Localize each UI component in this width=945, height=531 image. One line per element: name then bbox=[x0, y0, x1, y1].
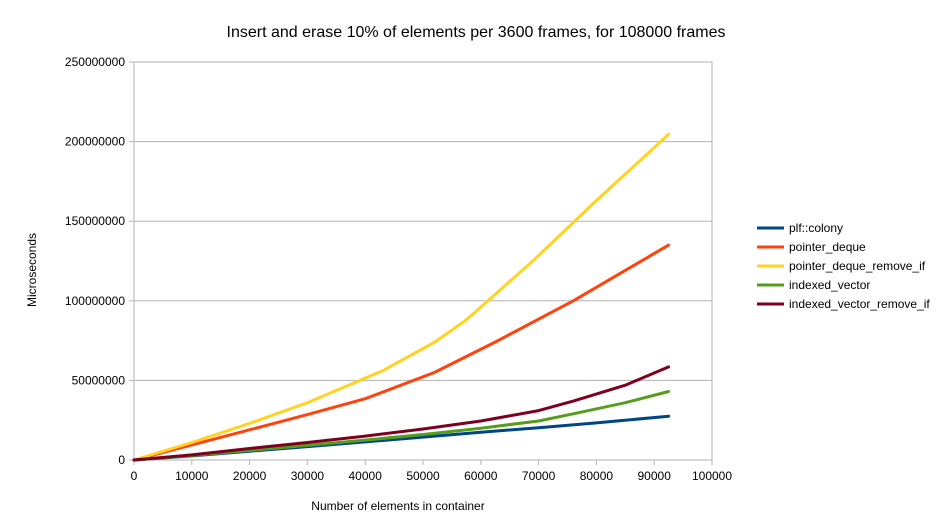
legend-label-pointer-deque: pointer_deque bbox=[789, 240, 866, 254]
chart-title: Insert and erase 10% of elements per 360… bbox=[227, 24, 726, 41]
x-tick-label: 20000 bbox=[233, 469, 267, 483]
plot-area-border bbox=[133, 61, 713, 461]
legend-label-pointer-deque-remove-if: pointer_deque_remove_if bbox=[789, 259, 926, 273]
y-tick-label: 100000000 bbox=[65, 294, 125, 308]
legend-label-plf-colony: plf::colony bbox=[789, 221, 843, 235]
x-tick-label: 10000 bbox=[175, 469, 209, 483]
x-tick-label: 60000 bbox=[464, 469, 498, 483]
legend-label-indexed-vector-remove-if: indexed_vector_remove_if bbox=[789, 297, 930, 311]
y-axis-ticks: 0 50000000 100000000 150000000 200000000 2500… bbox=[65, 55, 134, 467]
y-tick-label: 250000000 bbox=[65, 55, 125, 69]
x-tick-label: 90000 bbox=[638, 469, 672, 483]
series-lines bbox=[132, 132, 671, 462]
legend: plf::colonypointer_dequepointer_deque_re… bbox=[757, 221, 930, 311]
x-tick-label: 100000 bbox=[692, 469, 732, 483]
x-tick-label: 80000 bbox=[580, 469, 614, 483]
x-tick-label: 40000 bbox=[349, 469, 383, 483]
y-axis-label: Microseconds bbox=[25, 233, 39, 307]
y-tick-label: 50000000 bbox=[72, 373, 126, 387]
y-tick-label: 0 bbox=[118, 453, 125, 467]
legend-label-indexed-vector: indexed_vector bbox=[789, 278, 870, 292]
series-line-pointer-deque bbox=[132, 243, 671, 462]
x-tick-label: 30000 bbox=[291, 469, 325, 483]
x-tick-label: 50000 bbox=[406, 469, 440, 483]
x-axis-ticks: 0 10000 20000 30000 40000 50000 60000 70000 8000… bbox=[131, 460, 732, 483]
grid bbox=[134, 61, 712, 461]
series-line-indexed-vector bbox=[132, 390, 671, 462]
x-axis-label: Number of elements in container bbox=[311, 499, 484, 513]
series-line-pointer-deque-remove-if bbox=[132, 132, 671, 462]
x-tick-label: 70000 bbox=[522, 469, 556, 483]
y-tick-label: 200000000 bbox=[65, 135, 125, 149]
y-tick-label: 150000000 bbox=[65, 214, 125, 228]
series-line-indexed-vector-remove-if bbox=[132, 365, 671, 462]
x-tick-label: 0 bbox=[131, 469, 138, 483]
